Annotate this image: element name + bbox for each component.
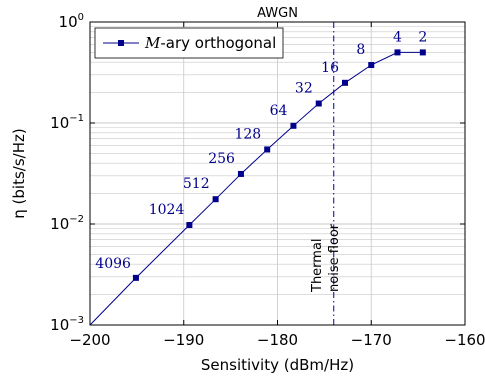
data-point [186, 222, 193, 229]
point-label: 128 [234, 126, 261, 142]
data-point [419, 49, 426, 56]
data-point [264, 146, 271, 153]
point-label: 4096 [95, 256, 131, 272]
data-point [212, 196, 219, 203]
x-tick-label: −200 [69, 331, 110, 349]
point-label: 32 [295, 80, 313, 96]
y-tick-label: 10−3 [50, 315, 84, 334]
point-labels: 4096 1024 512 256 128 64 32 16 8 4 2 [95, 29, 427, 271]
point-label: 4 [393, 29, 402, 45]
x-tick-label: −170 [351, 331, 392, 349]
x-tick-label: −180 [257, 331, 298, 349]
chart-title: AWGN [257, 6, 298, 21]
y-tick-label: 100 [59, 12, 84, 31]
data-point [342, 79, 348, 86]
point-label: 2 [418, 29, 427, 45]
point-label: 64 [270, 103, 288, 119]
y-tick-label: 10−1 [50, 113, 84, 132]
point-label: 1024 [149, 202, 185, 218]
legend-marker [118, 40, 124, 46]
data-point [290, 122, 297, 129]
x-axis-label: Sensitivity (dBm/Hz) [201, 356, 354, 374]
y-axis-label: η (bits/s/Hz) [10, 128, 28, 218]
noise-floor-label-line1: Thermal [310, 238, 325, 293]
data-point [394, 49, 401, 56]
point-label: 256 [208, 151, 235, 167]
noise-floor-annotation: Thermal noise floor [310, 22, 342, 325]
data-point [368, 62, 375, 69]
legend-label: M-ary orthogonal [144, 34, 276, 52]
point-label: 8 [356, 42, 365, 58]
legend: M-ary orthogonal [94, 27, 284, 59]
noise-floor-label-line2: noise floor [327, 223, 342, 292]
x-tick-label: −160 [444, 331, 485, 349]
grid [89, 22, 466, 326]
series-layer [89, 49, 426, 326]
y-tick-label: 10−2 [50, 214, 84, 233]
data-point [132, 274, 139, 281]
x-tick-label: −190 [163, 331, 204, 349]
point-label: 512 [183, 176, 210, 192]
data-point [315, 100, 322, 107]
data-point [237, 170, 244, 177]
point-label: 16 [321, 60, 339, 76]
series-line [89, 51, 423, 326]
ticks: −200 −190 −180 −170 −160 10−3 10−2 10−1 100 [50, 12, 485, 349]
